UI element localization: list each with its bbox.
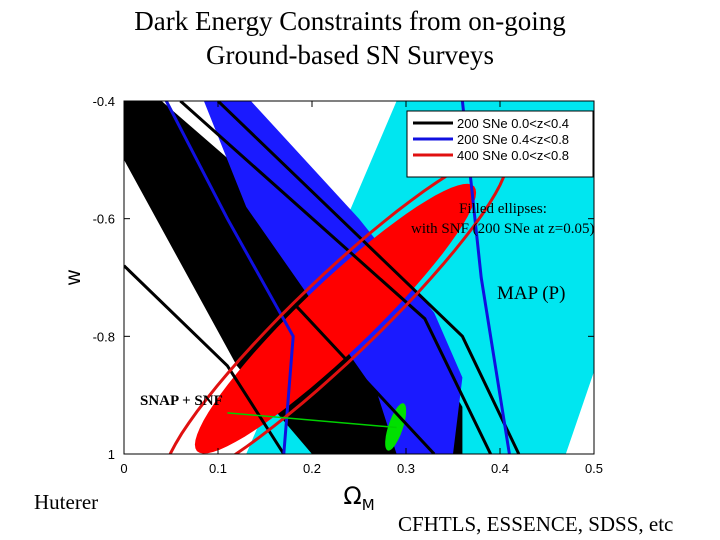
title-line-1: Dark Energy Constraints from on-going: [134, 6, 566, 36]
y-tick-label: 1: [108, 447, 115, 462]
x-tick-label: 0: [120, 461, 127, 476]
region-400-sne-0-0-z-0-8: [168, 152, 509, 454]
region-400-sne-0-0-z-0-8-snf: [194, 183, 477, 454]
x-axis-label-subscript: M: [362, 496, 375, 514]
plot-frame: [123, 100, 595, 455]
legend-label-1: 200 SNe 0.0<z<0.4: [457, 116, 569, 131]
y-axis-label: w: [62, 269, 85, 286]
x-axis-label: ΩM: [343, 482, 374, 514]
x-tick-label: 0.2: [303, 461, 321, 476]
annotations: Filled ellipses: with SNF (200 SNe at z=0…: [140, 201, 594, 409]
snap-pointer-line: [227, 412, 397, 429]
y-tick-label: -0.6: [93, 212, 115, 227]
constraint-regions: [124, 101, 594, 454]
x-tick-label: 0.3: [397, 461, 415, 476]
x-tick-label: 0.4: [491, 461, 509, 476]
credit-surveys: CFHTLS, ESSENCE, SDSS, etc: [398, 512, 674, 536]
credit-huterer: Huterer: [34, 490, 99, 514]
y-tick-label: -0.4: [93, 94, 115, 109]
slide-title: Dark Energy Constraints from on-going Gr…: [0, 4, 700, 72]
title-line-2: Ground-based SN Surveys: [206, 40, 494, 70]
legend-label-3: 400 SNe 0.0<z<0.8: [457, 148, 569, 163]
y-tick-label: -0.8: [93, 329, 115, 344]
x-tick-label: 0.5: [585, 461, 603, 476]
region-200-sne-0-0-z-0-4-outer-line-1: [124, 264, 286, 454]
region-200-sne-0-0-z-0-4-line-2: [179, 101, 492, 454]
region-200-sne-0-4-z-0-8-line-1: [164, 101, 295, 454]
annotation-map: MAP (P): [497, 283, 565, 304]
region-200-sne-0-0-z-0-4-line-1: [124, 123, 436, 454]
annotation-with-snf: with SNF (200 SNe at z=0.05): [411, 221, 594, 237]
annotation-filled-ellipses: Filled ellipses:: [459, 201, 547, 217]
region-200-sne-0-0-z-0-4-outer-line-2: [216, 101, 521, 454]
legend-label-2: 200 SNe 0.4<z<0.8: [457, 132, 569, 147]
annotation-snap-snf: SNAP + SNF: [140, 393, 223, 409]
x-tick-label: 0.1: [209, 461, 227, 476]
